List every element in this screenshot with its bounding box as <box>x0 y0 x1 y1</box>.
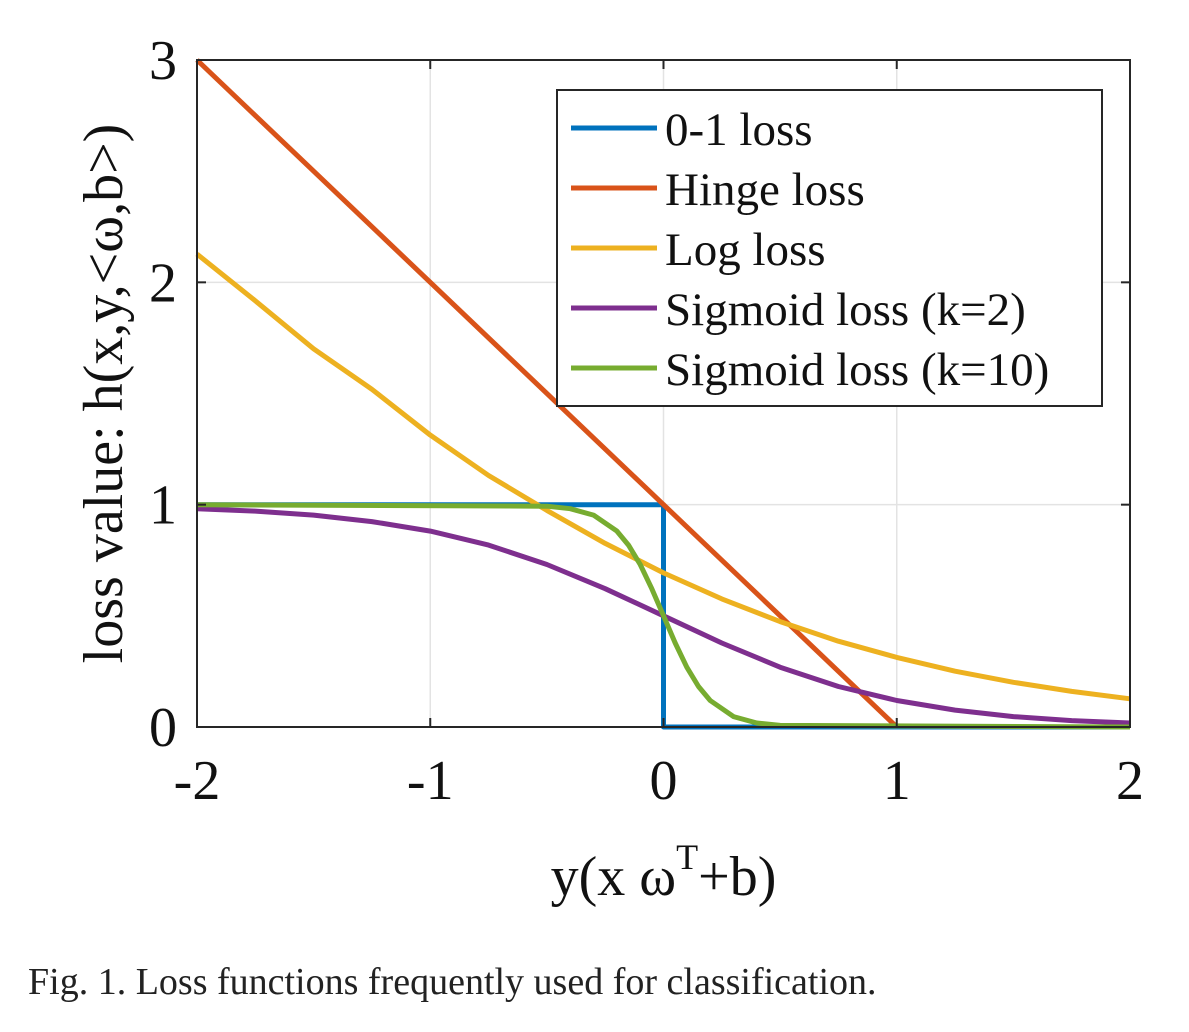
x-tick-label: 0 <box>650 750 678 812</box>
x-tick-label: -1 <box>407 750 454 812</box>
y-tick-label: 3 <box>149 30 177 92</box>
legend-label: 0-1 loss <box>665 104 813 156</box>
x-axis-label: y(x ωT+b) <box>551 837 777 908</box>
x-tick-label: 2 <box>1116 750 1144 812</box>
legend-label: Sigmoid loss (k=10) <box>665 344 1049 396</box>
legend-label: Hinge loss <box>665 164 865 216</box>
legend: 0-1 loss Hinge loss Log loss Sigmoid loss (… <box>556 89 1103 407</box>
y-tick-label: 2 <box>149 252 177 314</box>
legend-label: Sigmoid loss (k=2) <box>665 284 1026 336</box>
y-tick-label: 1 <box>149 475 177 537</box>
y-axis-label: loss value: h(x,y,<ω,b>) <box>73 124 135 664</box>
legend-label: Log loss <box>665 224 826 276</box>
x-tick-label: -2 <box>174 750 221 812</box>
chart: -2 -1 0 1 2 0 1 2 3 y(x ωT+b) loss value: h(x,y,… <box>73 30 1144 908</box>
ticks <box>196 59 1131 728</box>
y-tick-label: 0 <box>149 697 177 759</box>
series-line-3 <box>195 252 1131 702</box>
figure-caption: Fig. 1. Loss functions frequently used f… <box>28 961 877 1003</box>
series-line-5 <box>196 502 1131 730</box>
series-line-2 <box>195 58 899 729</box>
x-tick-label: 1 <box>883 750 911 812</box>
tick-labels: -2 -1 0 1 2 0 1 2 3 <box>149 30 1144 812</box>
